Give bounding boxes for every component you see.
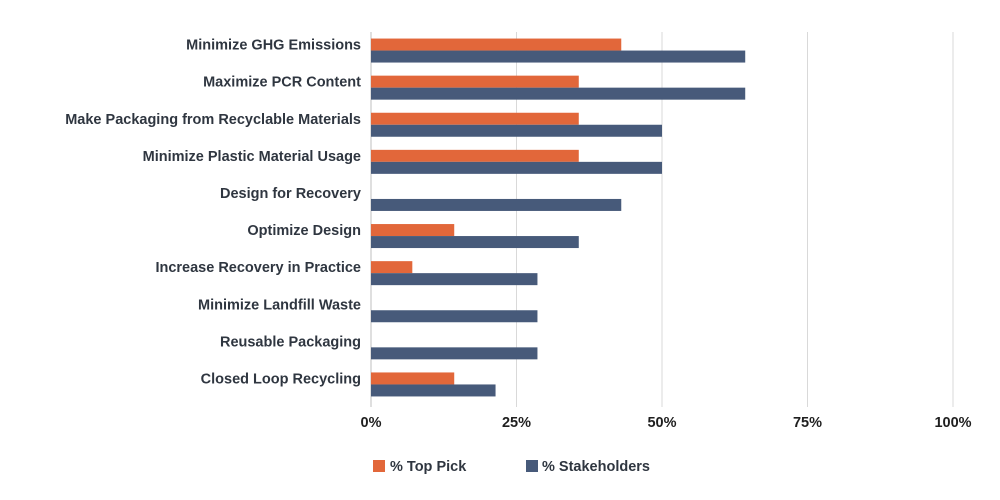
legend-label-top-pick: % Top Pick <box>390 459 467 475</box>
x-axis-tick-labels: 0% 25% 50% 75% 100% <box>361 415 972 431</box>
x-tick-label: 100% <box>934 415 971 431</box>
category-label: Maximize PCR Content <box>203 75 361 91</box>
category-label: Minimize Plastic Material Usage <box>143 149 361 165</box>
category-label: Closed Loop Recycling <box>201 371 361 387</box>
bar-stakeholders-8 <box>371 347 538 360</box>
bars <box>371 38 746 397</box>
bar-stakeholders-5 <box>371 236 579 249</box>
bar-top-pick-2 <box>371 112 579 125</box>
bar-top-pick-6 <box>371 261 413 274</box>
x-tick-label: 50% <box>647 415 676 431</box>
bar-stakeholders-6 <box>371 273 538 286</box>
legend: % Top Pick % Stakeholders <box>373 459 650 475</box>
category-label: Reusable Packaging <box>220 334 361 350</box>
bar-stakeholders-3 <box>371 161 662 174</box>
category-labels: Minimize GHG Emissions Maximize PCR Conte… <box>65 38 361 388</box>
x-tick-label: 25% <box>502 415 531 431</box>
bar-stakeholders-0 <box>371 50 746 63</box>
bar-top-pick-9 <box>371 372 455 385</box>
legend-swatch-top-pick <box>373 460 385 472</box>
bar-top-pick-3 <box>371 149 579 162</box>
category-label: Design for Recovery <box>220 186 361 202</box>
category-label: Make Packaging from Recyclable Materials <box>65 112 361 128</box>
bar-stakeholders-2 <box>371 124 662 137</box>
category-label: Minimize Landfill Waste <box>198 297 361 313</box>
bar-stakeholders-7 <box>371 310 538 323</box>
legend-label-stakeholders: % Stakeholders <box>542 459 650 475</box>
bar-top-pick-0 <box>371 38 622 51</box>
category-label: Optimize Design <box>247 223 361 239</box>
bar-top-pick-1 <box>371 75 579 88</box>
bar-stakeholders-9 <box>371 384 496 397</box>
category-label: Increase Recovery in Practice <box>155 260 361 276</box>
legend-swatch-stakeholders <box>526 460 538 472</box>
x-tick-label: 0% <box>361 415 382 431</box>
category-label: Minimize GHG Emissions <box>186 38 361 54</box>
x-tick-label: 75% <box>793 415 822 431</box>
bar-stakeholders-1 <box>371 87 746 100</box>
bar-stakeholders-4 <box>371 198 622 211</box>
bar-top-pick-5 <box>371 224 455 237</box>
